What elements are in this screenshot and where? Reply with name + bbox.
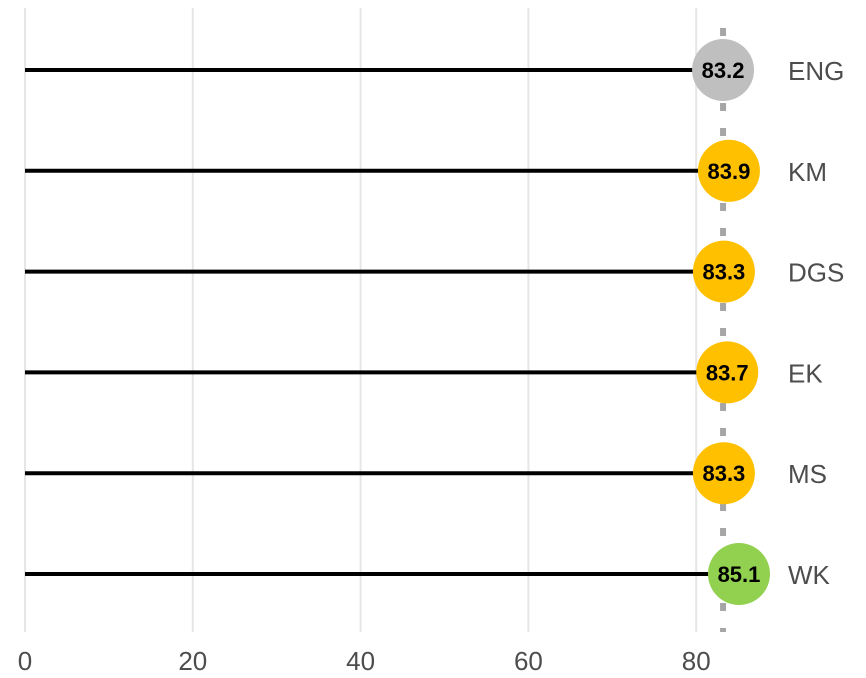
stems: [25, 68, 739, 576]
value-label-ek: 83.7: [706, 360, 749, 385]
value-label-km: 83.9: [708, 159, 751, 184]
x-axis-ticks: 0 20 40 60 80: [18, 646, 711, 676]
point-ek: [696, 341, 759, 404]
category-label-km: KM: [788, 157, 827, 187]
point-eng: [692, 39, 755, 101]
category-label-eng: ENG: [788, 56, 844, 86]
point-ms: [692, 442, 755, 505]
x-tick-label-40: 40: [346, 646, 375, 676]
value-label-eng: 83.2: [702, 58, 745, 83]
category-label-dgs: DGS: [788, 258, 844, 288]
x-tick-label-20: 20: [178, 646, 207, 676]
points: 83.2 83.9 83.3 83.7 83.3 85.1: [692, 39, 770, 605]
value-label-wk: 85.1: [718, 562, 761, 587]
value-label-ms: 83.3: [702, 461, 745, 486]
x-tick-label-0: 0: [18, 646, 32, 676]
x-tick-label-60: 60: [514, 646, 543, 676]
point-wk: [707, 543, 770, 605]
value-label-dgs: 83.3: [702, 260, 745, 285]
category-labels: ENG KM DGS EK MS WK: [788, 56, 844, 590]
gridlines: [24, 8, 698, 632]
category-label-ms: MS: [788, 459, 827, 489]
point-dgs: [692, 240, 755, 303]
point-km: [697, 139, 760, 202]
x-tick-label-80: 80: [682, 646, 711, 676]
category-label-wk: WK: [788, 560, 831, 590]
category-label-ek: EK: [788, 358, 823, 388]
